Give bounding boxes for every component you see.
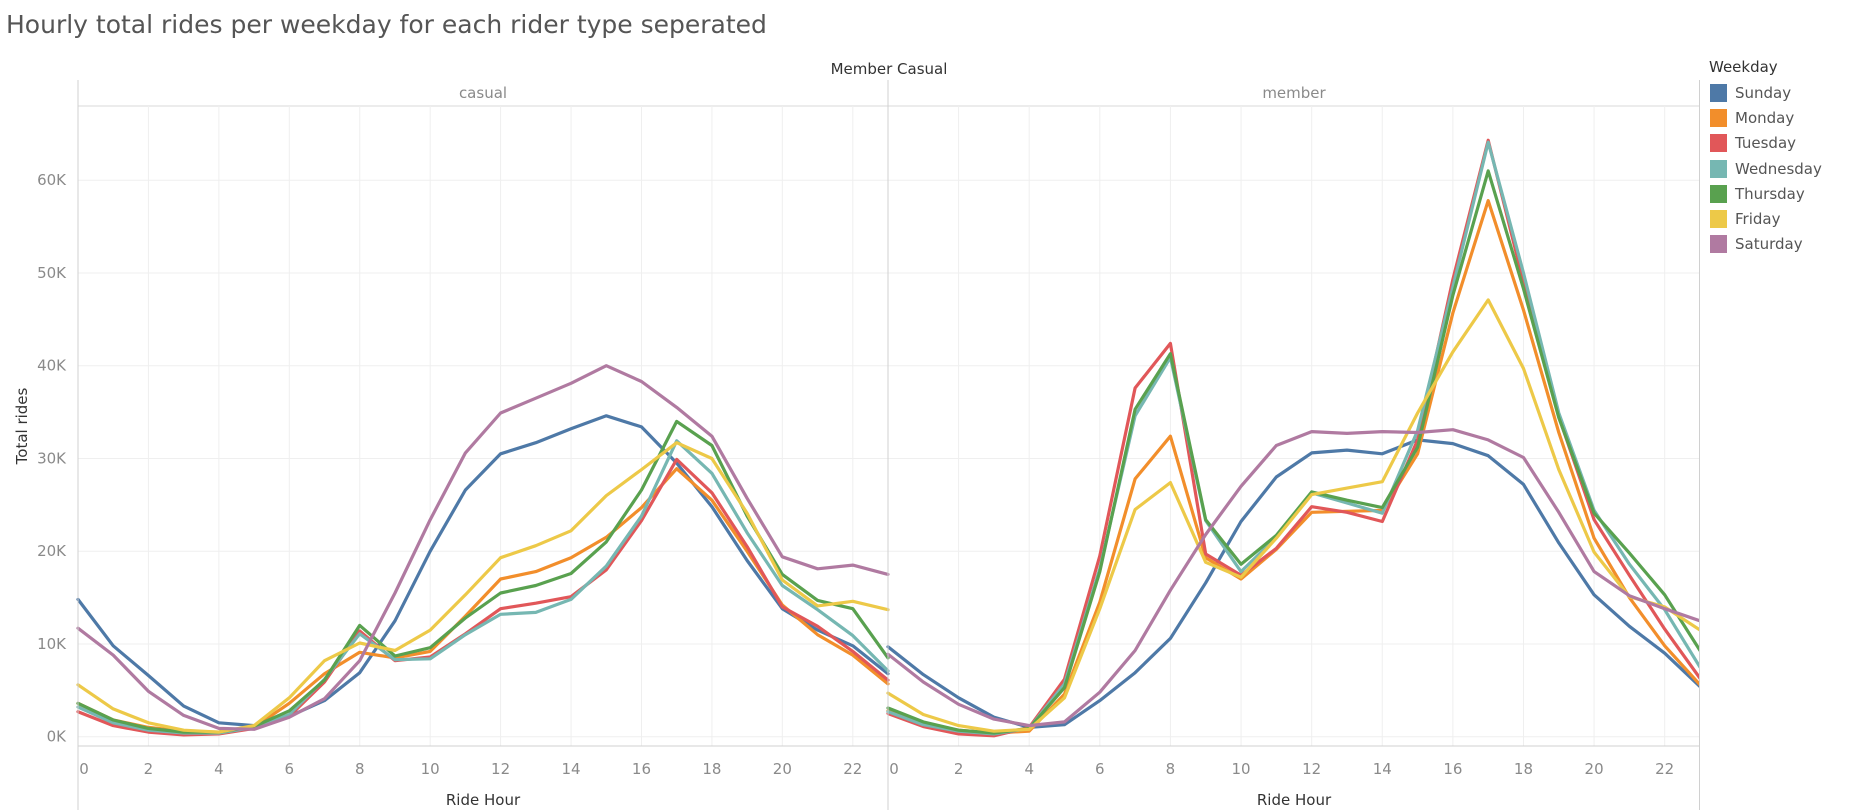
x-tick-label: 18	[1514, 760, 1533, 778]
legend-label: Friday	[1735, 210, 1781, 229]
x-tick-label: 12	[1302, 760, 1321, 778]
series-line-member-friday	[886, 298, 1700, 733]
series-line-casual-monday	[76, 467, 890, 734]
y-tick-label: 10K	[37, 635, 67, 653]
legend-item-tuesday[interactable]: Tuesday	[1709, 131, 1822, 156]
x-tick-label: 20	[1585, 760, 1604, 778]
facet-label-member: member	[1262, 84, 1326, 102]
x-tick-label: 10	[1231, 760, 1250, 778]
x-tick-label: 10	[421, 760, 440, 778]
x-axis-title: Ride Hour	[1257, 791, 1332, 809]
column-header: Member Casual	[831, 60, 948, 78]
legend-items: Sunday Monday Tuesday Wednesday Thursday Frid…	[1709, 80, 1822, 257]
legend-swatch	[1710, 159, 1727, 178]
x-tick-label: 2	[954, 760, 964, 778]
series-line-casual-friday	[76, 441, 890, 734]
y-tick-label: 20K	[37, 542, 67, 560]
x-tick-label: 8	[355, 760, 365, 778]
x-tick-label: 18	[702, 760, 721, 778]
x-tick-label: 16	[632, 760, 651, 778]
legend-label: Wednesday	[1735, 159, 1822, 178]
x-tick-label: 22	[1655, 760, 1674, 778]
line-chart: Member Casual Total rides 0K 10K 20K 30K 40K 50…	[13, 60, 1700, 810]
x-tick-label: 0	[79, 760, 89, 778]
legend-label: Sunday	[1735, 83, 1792, 102]
legend-swatch	[1710, 184, 1727, 203]
x-tick-label: 8	[1166, 760, 1176, 778]
legend-label: Thursday	[1735, 184, 1805, 203]
legend-item-saturday[interactable]: Saturday	[1709, 232, 1822, 257]
legend-swatch	[1710, 108, 1727, 127]
legend-label: Monday	[1735, 108, 1795, 127]
x-tick-label: 12	[491, 760, 510, 778]
x-tick-label: 2	[144, 760, 154, 778]
x-tick-label: 4	[1024, 760, 1034, 778]
y-tick-label: 50K	[37, 264, 67, 282]
series-line-casual-saturday	[76, 364, 890, 731]
legend: Weekday Sunday Monday Tuesday Wednesday Thur…	[1709, 58, 1822, 257]
legend-swatch	[1710, 83, 1727, 102]
x-tick-label: 0	[889, 760, 899, 778]
x-tick-label: 14	[561, 760, 580, 778]
series-line-member-thursday	[886, 169, 1700, 735]
legend-item-wednesday[interactable]: Wednesday	[1709, 156, 1822, 181]
x-tick-label: 16	[1443, 760, 1462, 778]
series-line-member-monday	[886, 199, 1700, 735]
x-axis-title: Ride Hour	[446, 791, 521, 809]
legend-label: Saturday	[1735, 235, 1803, 254]
x-tick-label: 20	[773, 760, 792, 778]
legend-item-sunday[interactable]: Sunday	[1709, 80, 1822, 105]
chart-title: Hourly total rides per weekday for each …	[6, 10, 767, 39]
x-tick-label: 22	[843, 760, 862, 778]
legend-item-thursday[interactable]: Thursday	[1709, 181, 1822, 206]
x-tick-label: 6	[285, 760, 295, 778]
x-tick-label: 6	[1095, 760, 1105, 778]
y-tick-label: 30K	[37, 449, 67, 467]
series-line-member-sunday	[886, 438, 1700, 730]
legend-item-friday[interactable]: Friday	[1709, 206, 1822, 231]
y-tick-label: 0K	[47, 728, 68, 746]
y-axis-title: Total rides	[13, 387, 31, 465]
legend-swatch	[1710, 134, 1727, 153]
series-line-casual-sunday	[76, 414, 890, 728]
y-tick-label: 40K	[37, 357, 67, 375]
legend-label: Tuesday	[1735, 134, 1797, 153]
legend-swatch	[1710, 210, 1727, 229]
legend-title: Weekday	[1709, 58, 1778, 76]
legend-item-monday[interactable]: Monday	[1709, 105, 1822, 130]
facet-label-casual: casual	[459, 84, 507, 102]
series-line-member-saturday	[886, 428, 1700, 728]
x-tick-label: 4	[214, 760, 224, 778]
x-tick-label: 14	[1373, 760, 1392, 778]
legend-swatch	[1710, 235, 1727, 254]
y-tick-label: 60K	[37, 171, 67, 189]
